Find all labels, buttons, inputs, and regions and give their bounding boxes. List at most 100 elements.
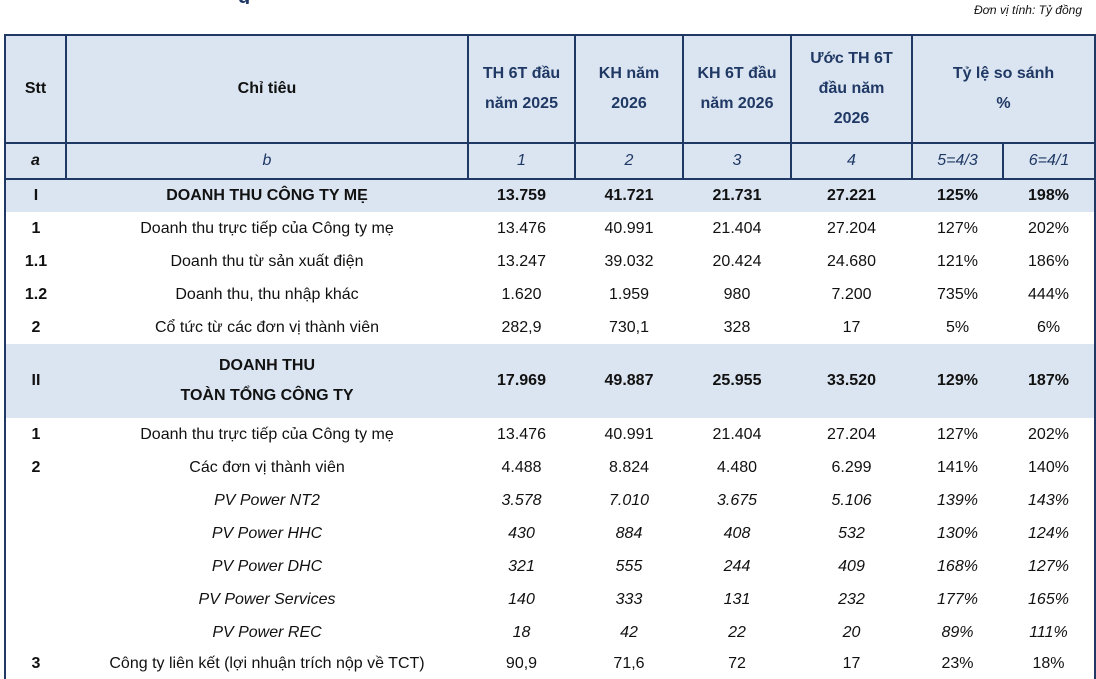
ratio-5: 129%	[912, 344, 1003, 418]
value-th-6t-2025: 282,9	[501, 318, 542, 336]
value-uoc-th-6t-2026: 7.200	[831, 285, 872, 303]
stt-cell: 2	[4, 311, 66, 344]
header-line: 2026	[833, 110, 870, 127]
label-cell: Công ty liên kết (lợi nhuận trích nộp về…	[109, 655, 425, 672]
label-line: DOANH THU	[219, 357, 315, 374]
index-cell: 5=4/3	[912, 143, 1004, 180]
ratio-6: 186%	[1003, 245, 1096, 278]
value-kh-nam-2026: 39.032	[604, 252, 654, 270]
stt-cell	[4, 517, 66, 550]
stt-cell	[4, 616, 66, 649]
stt-cell: 1	[4, 212, 66, 245]
value-kh-nam-2026: 40.991	[604, 219, 654, 237]
value-uoc-th-6t-2026: 232	[838, 590, 865, 608]
label-cell: PV Power Services	[198, 590, 336, 608]
value-uoc-th-6t-2026: 27.221	[791, 179, 912, 212]
value-kh-nam-2026: 71,6	[613, 655, 645, 672]
value-kh-nam-2026: 555	[615, 557, 643, 575]
header-line: TH 6T đầu	[482, 65, 561, 82]
ratio-5: 89%	[941, 623, 974, 641]
value-uoc-th-6t-2026: 24.680	[827, 252, 876, 270]
ratio-6: 111%	[1003, 616, 1096, 649]
ratio-6: 18%	[1003, 649, 1096, 679]
value-kh-6t-2026: 20.424	[712, 252, 762, 270]
ratio-5: 139%	[937, 491, 978, 509]
value-kh-6t-2026: 21.731	[683, 179, 791, 212]
stt-cell: II	[4, 344, 66, 418]
label-cell: Doanh thu từ sản xuất điện	[170, 252, 364, 270]
header-line: năm 2025	[485, 95, 558, 112]
value-uoc-th-6t-2026: 409	[838, 557, 865, 575]
label-line: TOÀN TỔNG CÔNG TY	[180, 387, 354, 404]
ratio-5: 5%	[945, 318, 970, 336]
value-kh-6t-2026: 980	[723, 285, 751, 303]
header-kh-nam-2026: KH năm 2026	[575, 34, 684, 144]
stt-cell: 1	[4, 418, 66, 451]
ratio-6: 187%	[1003, 344, 1096, 418]
value-uoc-th-6t-2026: 27.204	[827, 425, 876, 443]
value-th-6t-2025: 13.476	[497, 219, 546, 237]
value-th-6t-2025: 13.247	[497, 252, 546, 270]
ratio-6: 198%	[1003, 179, 1096, 212]
ratio-5: 121%	[937, 252, 978, 270]
stt-cell: 1.2	[4, 278, 66, 311]
index-cell: 4	[791, 143, 913, 180]
value-kh-nam-2026: 884	[615, 524, 643, 542]
value-th-6t-2025: 3.578	[501, 491, 542, 509]
header-line: 2026	[611, 95, 647, 112]
section-row: II DOANH THU TOÀN TỔNG CÔNG TY 17.969 49.887…	[4, 344, 1096, 418]
index-cell: 1	[468, 143, 576, 180]
value-uoc-th-6t-2026: 17	[842, 318, 861, 336]
value-kh-6t-2026: 21.404	[712, 425, 762, 443]
value-th-6t-2025: 13.759	[468, 179, 575, 212]
value-th-6t-2025: 13.476	[497, 425, 546, 443]
value-kh-6t-2026: 4.480	[716, 458, 758, 476]
ratio-6: 6%	[1003, 311, 1096, 344]
value-kh-nam-2026: 49.887	[575, 344, 683, 418]
table-row: 3 Công ty liên kết (lợi nhuận trích nộp v…	[4, 649, 1096, 679]
value-kh-nam-2026: 7.010	[608, 491, 650, 509]
table-row: 1 Doanh thu trực tiếp của Công ty mẹ 13.47…	[4, 212, 1096, 245]
stt-cell	[4, 550, 66, 583]
value-uoc-th-6t-2026: 20	[842, 623, 861, 641]
ratio-5: 177%	[937, 590, 978, 608]
ratio-5: 130%	[937, 524, 978, 542]
value-kh-6t-2026: 244	[723, 557, 751, 575]
table-row: PV Power REC 18 42 22 20 89% 111%	[4, 616, 1096, 649]
ratio-5: 23%	[941, 655, 974, 672]
value-kh-nam-2026: 41.721	[575, 179, 683, 212]
table-row: PV Power DHC 321 555 244 409 168% 127%	[4, 550, 1096, 583]
label-cell: Doanh thu trực tiếp của Công ty mẹ	[140, 425, 394, 443]
ratio-6: 124%	[1003, 517, 1096, 550]
header-ty-le-so-sanh: Tỷ lệ so sánh %	[912, 34, 1096, 144]
label-cell: PV Power NT2	[214, 491, 320, 509]
header-line: năm 2026	[700, 95, 774, 112]
header-line: KH năm	[598, 65, 660, 82]
table-row: 2 Cổ tức từ các đơn vị thành viên 282,9 730…	[4, 311, 1096, 344]
value-uoc-th-6t-2026: 532	[838, 524, 865, 542]
value-kh-nam-2026: 333	[615, 590, 643, 608]
label-cell: Doanh thu trực tiếp của Công ty mẹ	[140, 219, 394, 237]
value-kh-6t-2026: 22	[728, 623, 746, 641]
header-line: KH 6T đầu	[697, 65, 777, 82]
header-th-6t-2025: TH 6T đầu năm 2025	[468, 34, 576, 144]
label-cell: PV Power REC	[212, 623, 322, 641]
unit-note: Đơn vị tính: Tỷ đồng	[974, 3, 1082, 17]
value-kh-6t-2026: 3.675	[716, 491, 758, 509]
ratio-5: 127%	[937, 425, 978, 443]
value-kh-6t-2026: 21.404	[712, 219, 762, 237]
value-th-6t-2025: 140	[508, 590, 535, 608]
section-row: I DOANH THU CÔNG TY MẸ 13.759 41.721 21.731 2…	[4, 179, 1096, 212]
value-uoc-th-6t-2026: 6.299	[831, 458, 872, 476]
title-fragment: g	[238, 0, 278, 4]
header-chi-tieu: Chỉ tiêu	[66, 34, 469, 144]
label-cell: Doanh thu, thu nhập khác	[175, 285, 359, 303]
stt-cell: 3	[4, 649, 66, 679]
header-line: %	[996, 95, 1011, 112]
ratio-5: 735%	[937, 285, 978, 303]
value-uoc-th-6t-2026: 33.520	[791, 344, 912, 418]
value-th-6t-2025: 4.488	[501, 458, 542, 476]
index-cell: 2	[575, 143, 684, 180]
ratio-6: 127%	[1003, 550, 1096, 583]
ratio-6: 444%	[1003, 278, 1096, 311]
